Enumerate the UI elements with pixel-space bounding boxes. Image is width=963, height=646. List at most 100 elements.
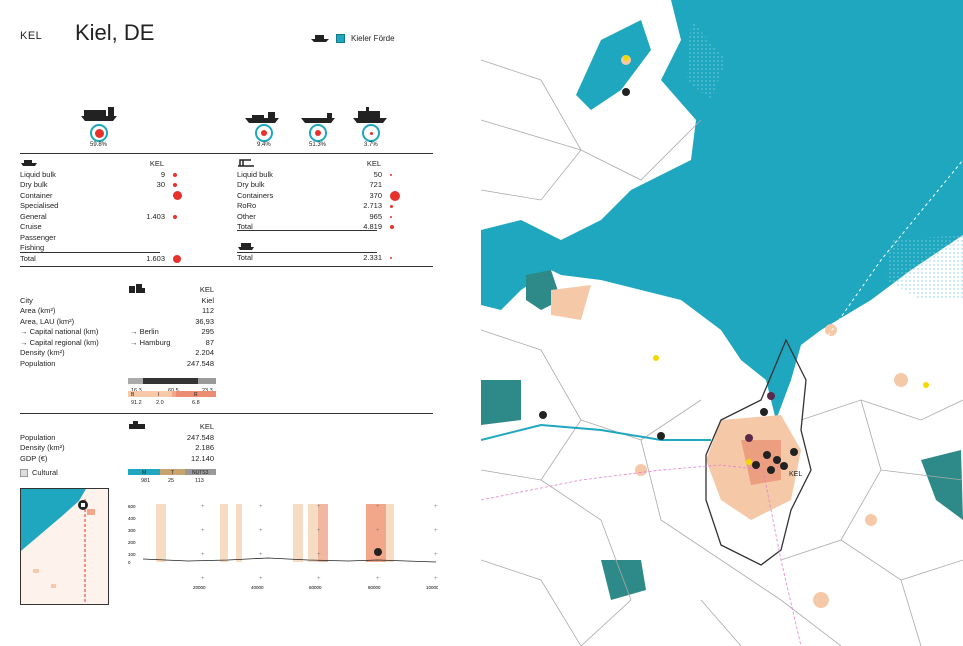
table-row: General 1.403	[20, 212, 182, 223]
table-row: GDP (€) 12.140	[20, 454, 214, 465]
grid-cross: +	[201, 528, 205, 534]
vessel-calls-table: KEL Liquid bulk 9 Dry bulk 30 Container Speci…	[20, 159, 182, 264]
bar2-label: 91.2	[131, 400, 142, 406]
district-border	[705, 338, 812, 566]
info-panel: KEL Kiel, DE Kieler Förde 59.8% 9.4% 51.…	[0, 0, 481, 646]
row-value: 1.603	[146, 253, 165, 263]
table-row: Containers 370	[237, 191, 400, 202]
row-label: RoRo	[237, 201, 257, 210]
table-row: → Capital national (km) → Berlin 295	[20, 327, 214, 338]
row-label: Area, LAU (km²)	[20, 316, 75, 326]
cultural-label: Cultural	[32, 468, 58, 477]
col-header: KEL	[199, 422, 214, 431]
bar2-head: R	[194, 392, 198, 398]
share-c-pct: 3.7%	[364, 142, 378, 148]
urban-area	[551, 285, 591, 320]
grid-cross: +	[259, 576, 263, 582]
lake	[921, 450, 963, 520]
col-header: KEL	[149, 159, 164, 168]
row-label: Liquid bulk	[20, 169, 56, 179]
city-table: KEL City Kiel Area (km²) 112 Area, LAU (km²)…	[20, 285, 214, 369]
bar3-label: 25	[168, 478, 174, 484]
grid-cross: +	[317, 504, 321, 510]
zone-band	[293, 504, 303, 562]
grid-cross: +	[259, 504, 263, 510]
region-icon	[129, 421, 145, 429]
table-row: Population 247.548	[20, 359, 214, 370]
divider	[20, 252, 160, 253]
share-badge-c	[362, 124, 380, 142]
row-label: Area (km²)	[20, 306, 56, 315]
table-row: Total 4.819	[237, 222, 400, 233]
land-use-bar: B I R 91.2 2.0 6.8	[128, 391, 216, 406]
row-value: 2.204	[195, 348, 214, 357]
table-row: Container	[20, 191, 182, 202]
bar2-label: 2.0	[156, 400, 164, 406]
bar3-head: T	[171, 470, 174, 476]
share-dot	[390, 257, 392, 260]
table-row: Liquid bulk 50	[237, 170, 400, 181]
water-legend: Kieler Förde	[310, 33, 395, 43]
share-badge-a	[255, 124, 273, 142]
map-port-label: KEL	[789, 471, 802, 478]
row-value: 112	[202, 306, 214, 315]
cargo-table: KEL Liquid bulk 50 Dry bulk 721 Containers 37…	[237, 158, 400, 233]
bar3-label: 113	[195, 478, 204, 484]
row-label: Population	[20, 432, 56, 442]
grid-cross: +	[317, 576, 321, 582]
lake	[481, 380, 521, 425]
shallow-water	[886, 235, 963, 300]
grid-cross: +	[201, 552, 205, 558]
y-tick-label: 0	[128, 560, 131, 565]
table-row: Dry bulk 30	[20, 180, 182, 191]
row-value: 721	[369, 180, 382, 189]
x-tick-label: 80000	[368, 585, 381, 590]
table-row: Fishing	[20, 243, 182, 254]
cultural-icon	[20, 469, 28, 478]
bar3-label: 981	[141, 478, 150, 484]
row-value: 295	[201, 327, 214, 336]
table-row: Dry bulk 721	[237, 180, 400, 191]
row-mid: → Berlin	[130, 327, 159, 336]
divider	[237, 252, 377, 253]
row-value: 2.186	[195, 443, 214, 452]
row-value: 965	[369, 211, 382, 221]
share-badge-b	[309, 124, 327, 142]
table-row: Total 1.603	[20, 254, 182, 265]
row-label: Population	[20, 358, 56, 368]
row-label: Dry bulk	[20, 180, 48, 189]
map: KEL	[481, 0, 963, 646]
row-value: 4.819	[363, 222, 382, 231]
row-value: 30	[156, 180, 165, 189]
row-value: 87	[205, 337, 214, 347]
row-value: 247.548	[186, 432, 214, 442]
row-value: Kiel	[201, 295, 214, 305]
elevation-line	[142, 557, 437, 563]
row-value: 247.548	[186, 358, 214, 368]
row-label: City	[20, 295, 33, 305]
row-label: Total	[20, 253, 36, 263]
row-value: 50	[373, 169, 382, 179]
share-dot	[173, 254, 181, 263]
row-value: 36,93	[195, 316, 214, 326]
table-row: Other 965	[237, 212, 400, 223]
share-dot	[390, 225, 394, 230]
col-header: KEL	[199, 285, 214, 294]
row-label: Fishing	[20, 243, 45, 252]
table-row: Population 247.548	[20, 433, 214, 444]
inset-map	[20, 488, 109, 605]
zone-band	[386, 504, 394, 562]
table-row: Area (km²) 112	[20, 306, 214, 317]
page-title: Kiel, DE	[75, 20, 155, 45]
bar2-head: I	[158, 392, 159, 398]
share-dot	[173, 214, 177, 219]
x-tick-label: 60000	[309, 585, 322, 590]
table-row: Cruise	[20, 222, 182, 233]
divider	[20, 266, 433, 267]
zone-band	[220, 504, 228, 562]
table-row: Density (km²) 2.186	[20, 443, 214, 454]
row-label: Liquid bulk	[237, 169, 273, 179]
share-dot	[390, 215, 392, 218]
row-label: → Capital regional (km)	[20, 337, 99, 347]
share-dot	[173, 191, 182, 201]
